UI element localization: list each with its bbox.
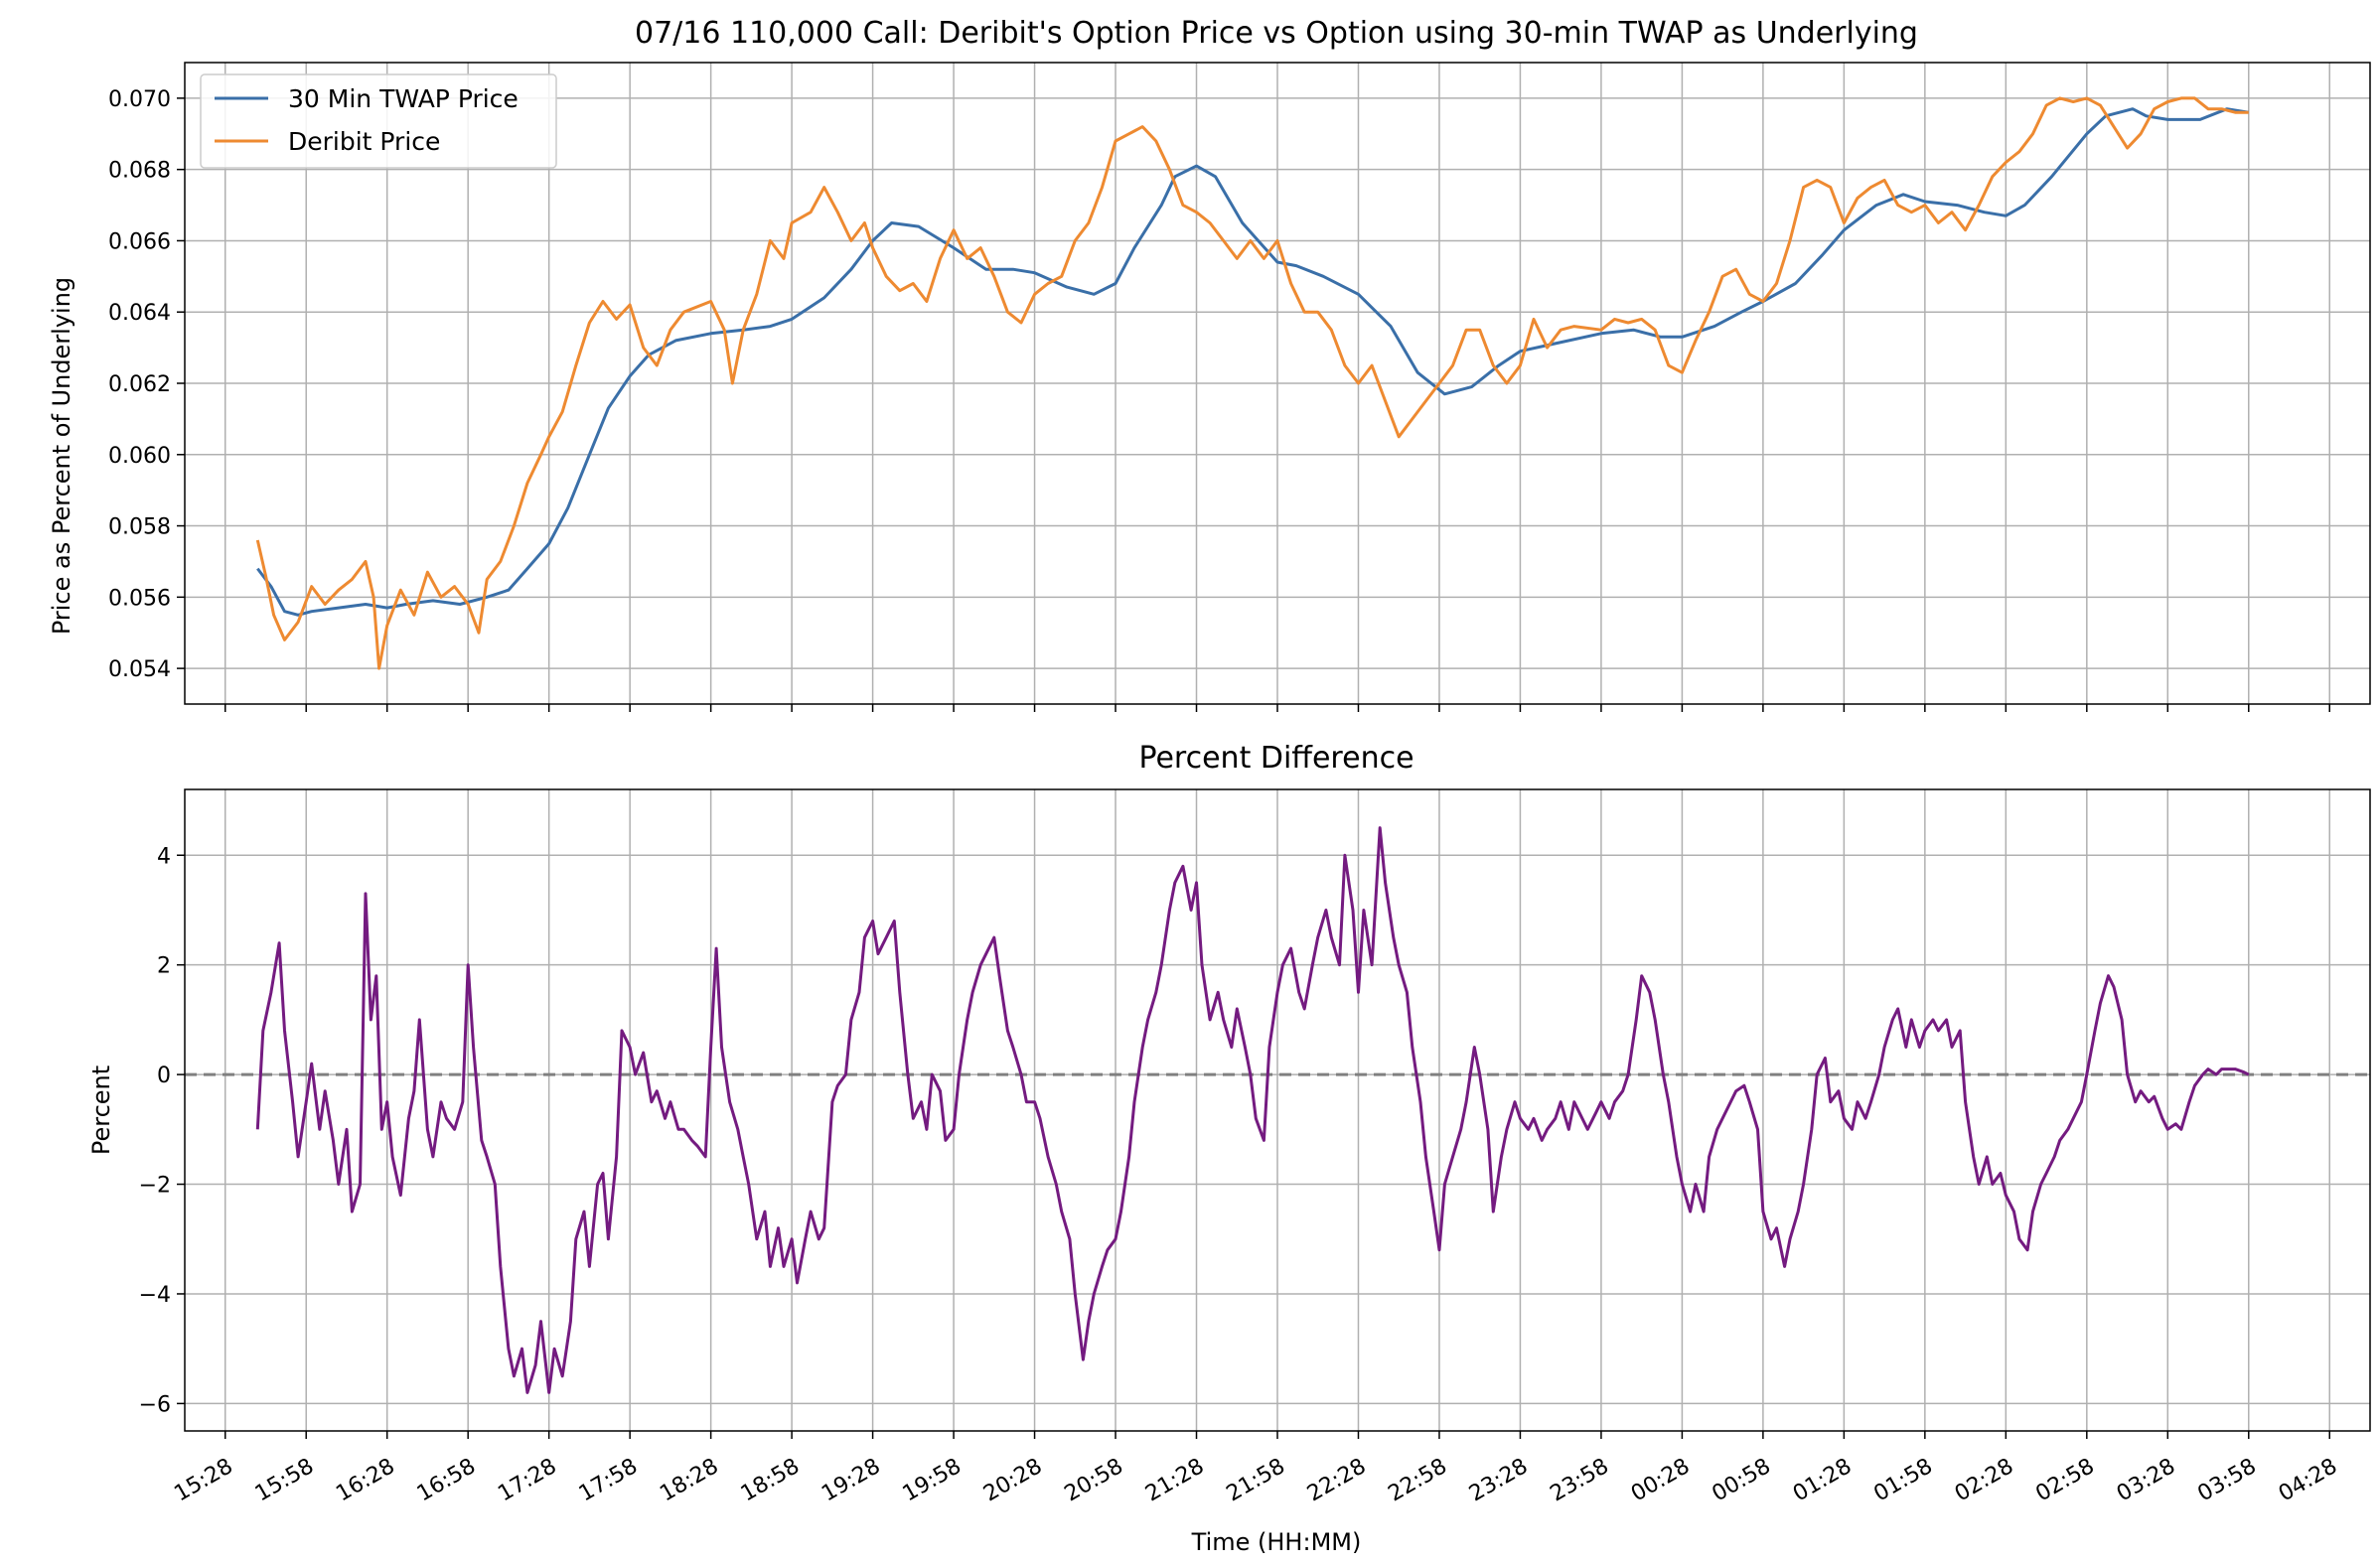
price-series xyxy=(255,96,2250,670)
price-y-ticks: 0.054 0.056 0.058 0.060 0.062 0.064 0.066 0.068… xyxy=(108,87,185,682)
top-y-tick-label: 0.068 xyxy=(108,159,171,184)
bot-y-tick-label: −2 xyxy=(139,1174,171,1199)
price-panel: 07/16 110,000 Call: Deribit's Option Pri… xyxy=(48,16,2371,712)
legend-label-twap: 30 Min TWAP Price xyxy=(288,84,519,113)
top-y-tick-label: 0.054 xyxy=(108,657,171,682)
legend-box xyxy=(200,73,557,169)
legend: 30 Min TWAP Price Deribit Price xyxy=(200,73,557,169)
percent-series xyxy=(185,826,2370,1394)
percent-y-ticks: −6 −4 −2 0 2 4 xyxy=(139,844,185,1417)
bot-y-tick-label: −4 xyxy=(139,1283,171,1308)
legend-label-deribit: Deribit Price xyxy=(288,127,440,156)
top-series-line-0 xyxy=(256,107,2250,617)
price-grid xyxy=(185,63,2370,704)
top-y-tick-label: 0.064 xyxy=(108,301,171,326)
percent-plot-frame xyxy=(184,788,2371,1432)
top-y-tick-label: 0.060 xyxy=(108,444,171,469)
x-axis-label: Time (HH:MM) xyxy=(1191,1528,1362,1556)
percent-y-axis-label: Percent xyxy=(87,1066,115,1155)
price-plot-frame xyxy=(184,62,2371,705)
top-y-tick-label: 0.056 xyxy=(108,586,171,611)
price-chart-title: 07/16 110,000 Call: Deribit's Option Pri… xyxy=(635,16,1918,51)
bot-y-tick-label: 2 xyxy=(157,954,171,979)
top-y-tick-label: 0.070 xyxy=(108,87,171,112)
top-y-tick-label: 0.062 xyxy=(108,372,171,397)
bot-y-tick-label: 4 xyxy=(157,844,171,869)
price-x-ticks xyxy=(223,704,2331,712)
top-y-tick-label: 0.066 xyxy=(108,229,171,254)
bot-series-line-0 xyxy=(255,826,2250,1394)
top-series-line-1 xyxy=(255,96,2249,670)
bot-y-tick-label: −6 xyxy=(139,1392,171,1417)
bot-y-tick-label: 0 xyxy=(157,1064,171,1088)
price-y-axis-label: Price as Percent of Underlying xyxy=(48,277,75,635)
percent-chart-title: Percent Difference xyxy=(1138,741,1413,776)
top-y-tick-label: 0.058 xyxy=(108,515,171,540)
